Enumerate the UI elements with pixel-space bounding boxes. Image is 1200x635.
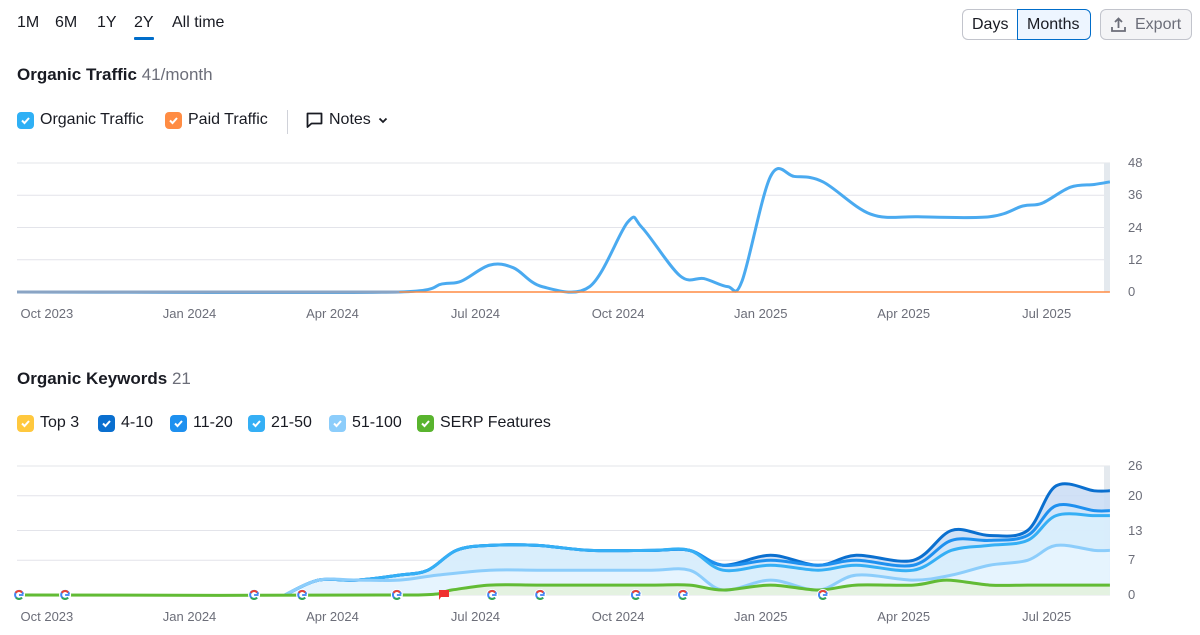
google-update-icon[interactable] [390, 589, 403, 601]
google-update-icon[interactable] [534, 589, 547, 601]
y-tick-label: 0 [1128, 284, 1136, 299]
months-button[interactable]: Months [1017, 9, 1091, 40]
legend-top-3[interactable]: Top 3 [17, 414, 79, 432]
legend-4-10[interactable]: 4-10 [98, 414, 153, 432]
legend-divider [287, 110, 288, 134]
series-line-21-50[interactable] [284, 512, 1110, 597]
period-tab-6m[interactable]: 6M [55, 14, 78, 31]
area-51-100 [285, 545, 1110, 595]
organic-keywords-title: Organic Keywords 21 [17, 369, 191, 389]
y-tick-label: 36 [1128, 187, 1143, 203]
x-tick-label: Jan 2024 [162, 306, 217, 321]
organic-traffic-title: Organic Traffic 41/month [17, 65, 213, 85]
y-tick-label: 24 [1128, 219, 1143, 235]
x-tick-label: Apr 2025 [877, 609, 931, 624]
period-tab-2y[interactable]: 2Y [134, 14, 154, 40]
chart-0 [17, 162, 1110, 295]
x-tick-label: Jan 2024 [162, 609, 217, 624]
google-update-icon[interactable] [13, 589, 25, 601]
checkbox-checked-icon[interactable] [17, 111, 34, 129]
title-text: Organic Traffic [17, 65, 137, 84]
chart-edge-handle[interactable] [1104, 163, 1110, 292]
notes-dropdown[interactable]: Notes [306, 111, 389, 129]
legend-serp-features[interactable]: SERP Features [417, 414, 551, 432]
google-update-icon[interactable] [59, 589, 72, 601]
x-tick-label: Jan 2025 [734, 306, 788, 321]
x-tick-label: Oct 2023 [20, 609, 74, 624]
checkbox-checked-icon[interactable] [417, 414, 434, 432]
y-tick-label: 12 [1128, 251, 1143, 267]
google-update-icon[interactable] [629, 589, 642, 601]
x-tick-label: Jul 2025 [1022, 609, 1072, 624]
days-button[interactable]: Days [962, 9, 1018, 40]
note-icon [306, 112, 323, 128]
legend-11-20[interactable]: 11-20 [170, 414, 233, 432]
legend-label: 51-100 [352, 414, 402, 431]
notes-label: Notes [329, 111, 371, 128]
period-tab-1m[interactable]: 1M [17, 14, 40, 31]
x-tick-label: Oct 2023 [20, 306, 74, 321]
series-line-organic-traffic[interactable] [17, 167, 1110, 295]
legend-51-100[interactable]: 51-100 [329, 414, 402, 432]
legend-21-50[interactable]: 21-50 [248, 414, 312, 432]
legend-label: Paid Traffic [188, 111, 268, 128]
legend-label: Organic Traffic [40, 111, 144, 128]
x-tick-label: Oct 2024 [591, 306, 645, 321]
export-label: Export [1135, 15, 1182, 33]
x-tick-label: Jul 2024 [450, 306, 501, 321]
checkbox-checked-icon[interactable] [170, 414, 187, 432]
legend-organic-traffic[interactable]: Organic Traffic [17, 111, 144, 129]
google-update-icon[interactable] [676, 589, 689, 601]
y-tick-label: 13 [1128, 522, 1143, 538]
title-text: Organic Keywords [17, 369, 168, 388]
chevron-down-icon [378, 117, 387, 124]
chart-1 [13, 465, 1110, 601]
google-update-icon[interactable] [248, 589, 261, 601]
checkbox-checked-icon[interactable] [17, 414, 34, 432]
area-SERP Features [17, 580, 1110, 596]
traffic-value: 41/month [141, 65, 213, 84]
y-tick-label: 48 [1128, 155, 1143, 170]
google-update-icon[interactable] [296, 589, 309, 601]
y-tick-label: 7 [1128, 552, 1136, 568]
flag-icon[interactable] [438, 590, 449, 600]
x-tick-label: Jul 2025 [1022, 306, 1072, 321]
legend-label: 11-20 [193, 414, 233, 431]
upload-icon [1111, 17, 1126, 32]
checkbox-checked-icon[interactable] [248, 414, 265, 432]
google-update-icon[interactable] [486, 589, 499, 601]
checkbox-checked-icon[interactable] [329, 414, 346, 432]
legend-label: SERP Features [440, 414, 551, 431]
legend-label: 4-10 [121, 414, 154, 431]
keywords-value: 21 [171, 369, 191, 388]
x-tick-label: Jan 2025 [734, 609, 788, 624]
checkbox-checked-icon[interactable] [98, 414, 115, 432]
y-tick-label: 20 [1128, 487, 1143, 503]
x-tick-label: Apr 2025 [877, 306, 931, 321]
x-tick-label: Apr 2024 [306, 306, 359, 321]
x-tick-label: Oct 2024 [591, 609, 645, 624]
period-tab-1y[interactable]: 1Y [97, 14, 117, 31]
x-tick-label: Apr 2024 [306, 609, 359, 624]
x-tick-label: Jul 2024 [450, 609, 501, 624]
legend-label: Top 3 [40, 414, 80, 431]
legend-label: 21-50 [271, 414, 312, 431]
legend-paid-traffic[interactable]: Paid Traffic [165, 111, 268, 129]
y-tick-label: 0 [1128, 587, 1136, 602]
y-tick-label: 26 [1128, 458, 1143, 473]
google-update-icon[interactable] [816, 589, 829, 601]
period-tab-all-time[interactable]: All time [172, 14, 225, 31]
checkbox-checked-icon[interactable] [165, 111, 182, 129]
export-button[interactable]: Export [1100, 9, 1192, 40]
